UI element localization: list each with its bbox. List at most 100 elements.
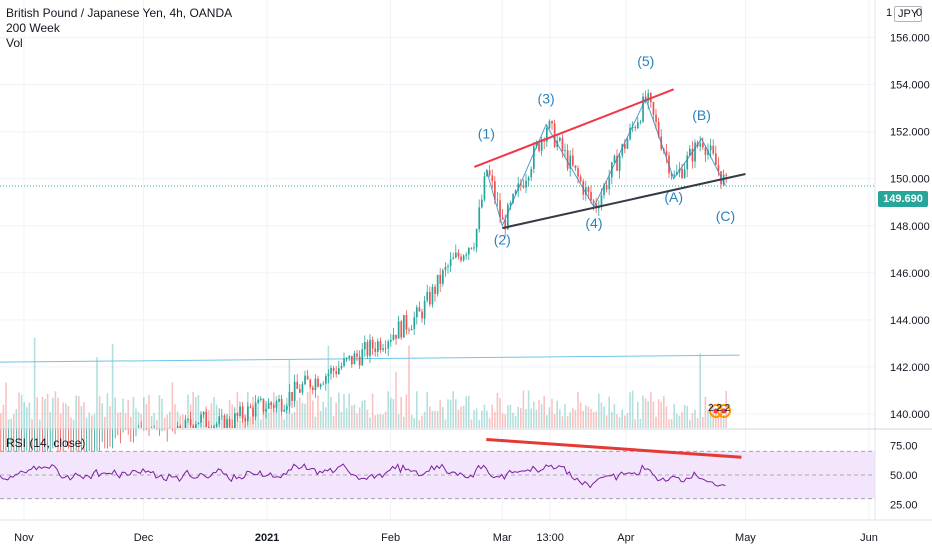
price-tick-label: 140.000 bbox=[890, 409, 930, 421]
price-tick-label: 150.000 bbox=[890, 174, 930, 186]
volume-bar bbox=[101, 403, 103, 428]
volume-bar bbox=[213, 397, 215, 428]
candle-body bbox=[192, 425, 195, 428]
volume-bar bbox=[637, 401, 639, 428]
trendline-layer[interactable] bbox=[473, 88, 746, 230]
volume-bar bbox=[626, 413, 629, 428]
candle-body bbox=[356, 353, 358, 357]
volume-bar bbox=[481, 410, 483, 428]
candle-body bbox=[351, 355, 353, 365]
candle-body bbox=[707, 150, 709, 155]
candle-body bbox=[491, 175, 494, 182]
volume-bar bbox=[210, 403, 213, 428]
volume-bar bbox=[488, 418, 491, 428]
candle-body bbox=[725, 174, 728, 176]
volume-bar bbox=[195, 397, 197, 428]
candle-body bbox=[392, 334, 395, 340]
candle-body bbox=[494, 181, 496, 200]
candle-body bbox=[226, 419, 228, 428]
candle-body bbox=[642, 96, 644, 122]
candle-body bbox=[436, 274, 439, 295]
wave-path[interactable] bbox=[485, 97, 726, 228]
lower-trendline[interactable] bbox=[502, 173, 746, 230]
candle-body bbox=[408, 329, 410, 331]
currency-button[interactable]: JPY bbox=[894, 6, 923, 22]
candle-body bbox=[423, 300, 426, 319]
candle-body bbox=[618, 155, 621, 171]
volume-bar bbox=[59, 413, 62, 428]
volume-legend[interactable]: Vol bbox=[6, 36, 23, 50]
candle-body bbox=[215, 423, 218, 427]
volume-bar bbox=[361, 400, 363, 428]
volume-bar bbox=[556, 400, 558, 428]
candle-body bbox=[530, 168, 533, 178]
rsi-trendline[interactable] bbox=[486, 437, 742, 459]
volume-bar bbox=[569, 412, 571, 428]
volume-bar bbox=[566, 416, 569, 428]
ma-legend[interactable]: 200 Week bbox=[6, 21, 60, 35]
volume-bar bbox=[283, 419, 285, 428]
volume-bar bbox=[70, 417, 72, 428]
volume-bar bbox=[46, 393, 49, 428]
volume-bar bbox=[83, 402, 85, 428]
candle-body bbox=[540, 139, 543, 151]
symbol-title[interactable]: British Pound / Japanese Yen, 4h, OANDA bbox=[6, 6, 233, 20]
wave-label: (4) bbox=[585, 215, 602, 231]
volume-bar bbox=[382, 414, 384, 428]
candle-body bbox=[270, 402, 273, 406]
volume-bar bbox=[5, 382, 7, 428]
candle-body bbox=[574, 165, 577, 169]
candle-body bbox=[231, 427, 234, 428]
volume-bar bbox=[449, 399, 452, 428]
candle-body bbox=[460, 256, 462, 261]
volume-bar bbox=[345, 408, 348, 428]
scale-number-one: 1 bbox=[886, 7, 893, 19]
volume-bar bbox=[426, 392, 428, 428]
volume-bar bbox=[332, 415, 335, 428]
volume-bar bbox=[452, 391, 454, 428]
candle-body bbox=[348, 355, 351, 358]
candle-body bbox=[390, 339, 392, 342]
indicator-markers[interactable]: 2 2 2 bbox=[708, 403, 730, 414]
candle-body bbox=[702, 143, 704, 148]
candle-body bbox=[569, 155, 572, 169]
volume-bar bbox=[340, 411, 343, 428]
volume-bar bbox=[78, 395, 80, 428]
volume-bar bbox=[509, 404, 512, 428]
volume-bar bbox=[124, 412, 127, 428]
volume-bar bbox=[624, 415, 626, 428]
volume-bar bbox=[119, 412, 122, 428]
volume-bar bbox=[616, 414, 618, 428]
candle-body bbox=[629, 127, 631, 140]
candle-body bbox=[330, 367, 332, 374]
volume-bar bbox=[405, 394, 408, 428]
volume-bar bbox=[145, 403, 148, 428]
volume-bar bbox=[28, 402, 31, 428]
candle-body bbox=[429, 291, 431, 305]
volume-bar bbox=[587, 406, 590, 428]
volume-bar bbox=[676, 413, 678, 428]
volume-bar bbox=[722, 415, 725, 428]
candle-body bbox=[585, 187, 587, 195]
candle-body bbox=[187, 419, 189, 420]
volume-bar bbox=[652, 401, 655, 428]
candle-body bbox=[548, 120, 551, 128]
rsi-legend[interactable]: RSI (14, close) bbox=[6, 436, 86, 450]
time-tick-label: 2021 bbox=[255, 532, 279, 544]
volume-bar bbox=[280, 414, 283, 428]
candle-body bbox=[488, 170, 491, 176]
candle-body bbox=[449, 259, 452, 266]
volume-bar bbox=[41, 396, 44, 428]
upper-trendline[interactable] bbox=[473, 88, 675, 168]
volume-bar bbox=[171, 382, 174, 428]
volume-bar bbox=[579, 402, 582, 428]
volume-bar bbox=[109, 406, 111, 428]
candle-body bbox=[452, 257, 455, 260]
wave-label: (C) bbox=[716, 208, 735, 224]
candle-body bbox=[699, 143, 702, 147]
volume-bar bbox=[699, 353, 701, 428]
volume-bar bbox=[561, 416, 564, 428]
candle-body bbox=[608, 177, 611, 190]
candle-body bbox=[262, 398, 265, 412]
